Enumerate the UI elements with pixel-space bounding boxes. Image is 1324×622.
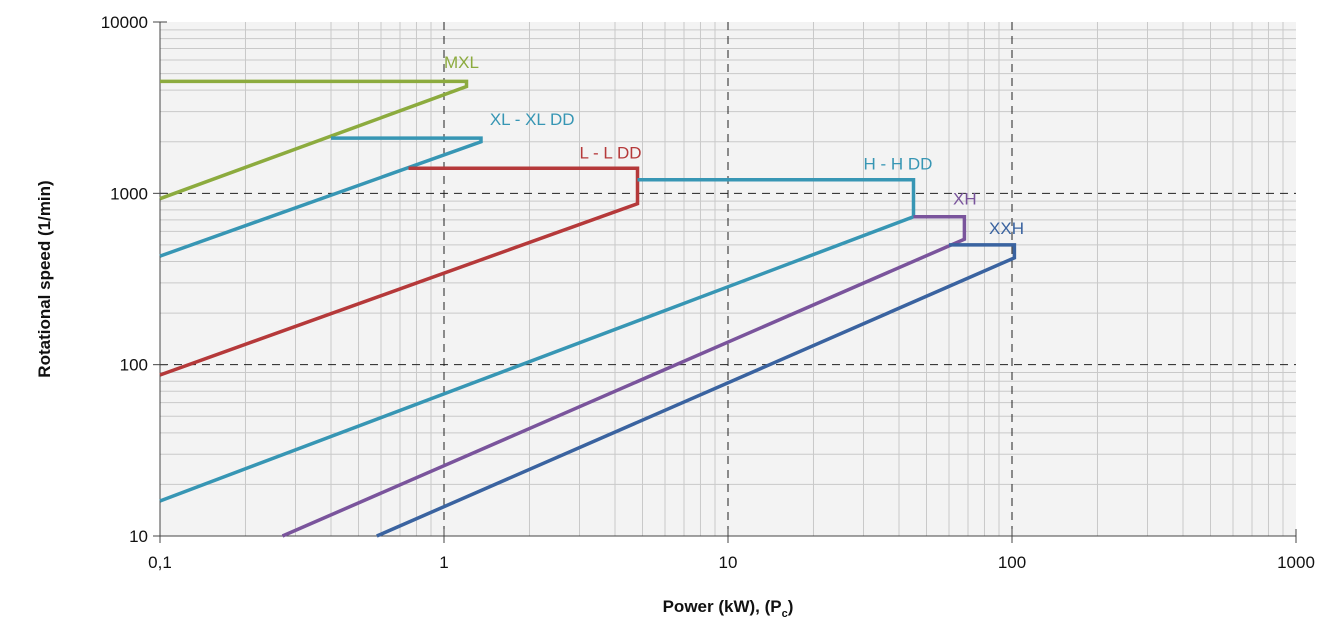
y-tick-label: 100 <box>120 356 148 375</box>
x-tick-label: 0,1 <box>148 553 172 572</box>
axes <box>153 21 1297 543</box>
series-label-xl-xl-dd: XL - XL DD <box>490 110 575 129</box>
x-tick-label: 10 <box>719 553 738 572</box>
y-tick-label: 1000 <box>110 184 148 203</box>
series-label-xxh: XXH <box>989 219 1024 238</box>
y-tick-label: 10000 <box>101 13 148 32</box>
series-line-xh <box>281 215 967 538</box>
series-labels: MXL XL - XL DD L - L DD H - H DD XH XXH <box>444 53 1024 238</box>
series-layer <box>159 79 1017 538</box>
tick-labels: 0,1 1 10 100 1000 10 100 1000 10000 <box>101 13 1315 572</box>
x-tick-label: 1 <box>439 553 448 572</box>
series-label-xh: XH <box>953 190 977 209</box>
x-axis-title-main: Power (kW), (P <box>663 597 782 616</box>
x-tick-label: 1000 <box>1277 553 1315 572</box>
series-line-mxl <box>159 79 469 201</box>
y-tick-label: 10 <box>129 527 148 546</box>
x-axis-title: Power (kW), (Pc) <box>663 597 794 620</box>
series-label-l-l-dd: L - L DD <box>580 143 642 162</box>
series-line-xxh <box>376 243 1017 538</box>
x-tick-label: 100 <box>998 553 1026 572</box>
x-axis-title-subscript: c <box>782 608 788 620</box>
series-line-h-h-dd <box>159 178 916 503</box>
x-axis-title-end: ) <box>788 597 794 616</box>
y-axis-title: Rotational speed (1/min) <box>35 180 54 377</box>
series-line-xl-xl-dd <box>159 136 483 258</box>
series-line-l-l-dd <box>159 166 640 377</box>
series-label-h-h-dd: H - H DD <box>864 154 933 173</box>
series-label-mxl: MXL <box>444 53 479 72</box>
grid <box>160 22 1296 536</box>
